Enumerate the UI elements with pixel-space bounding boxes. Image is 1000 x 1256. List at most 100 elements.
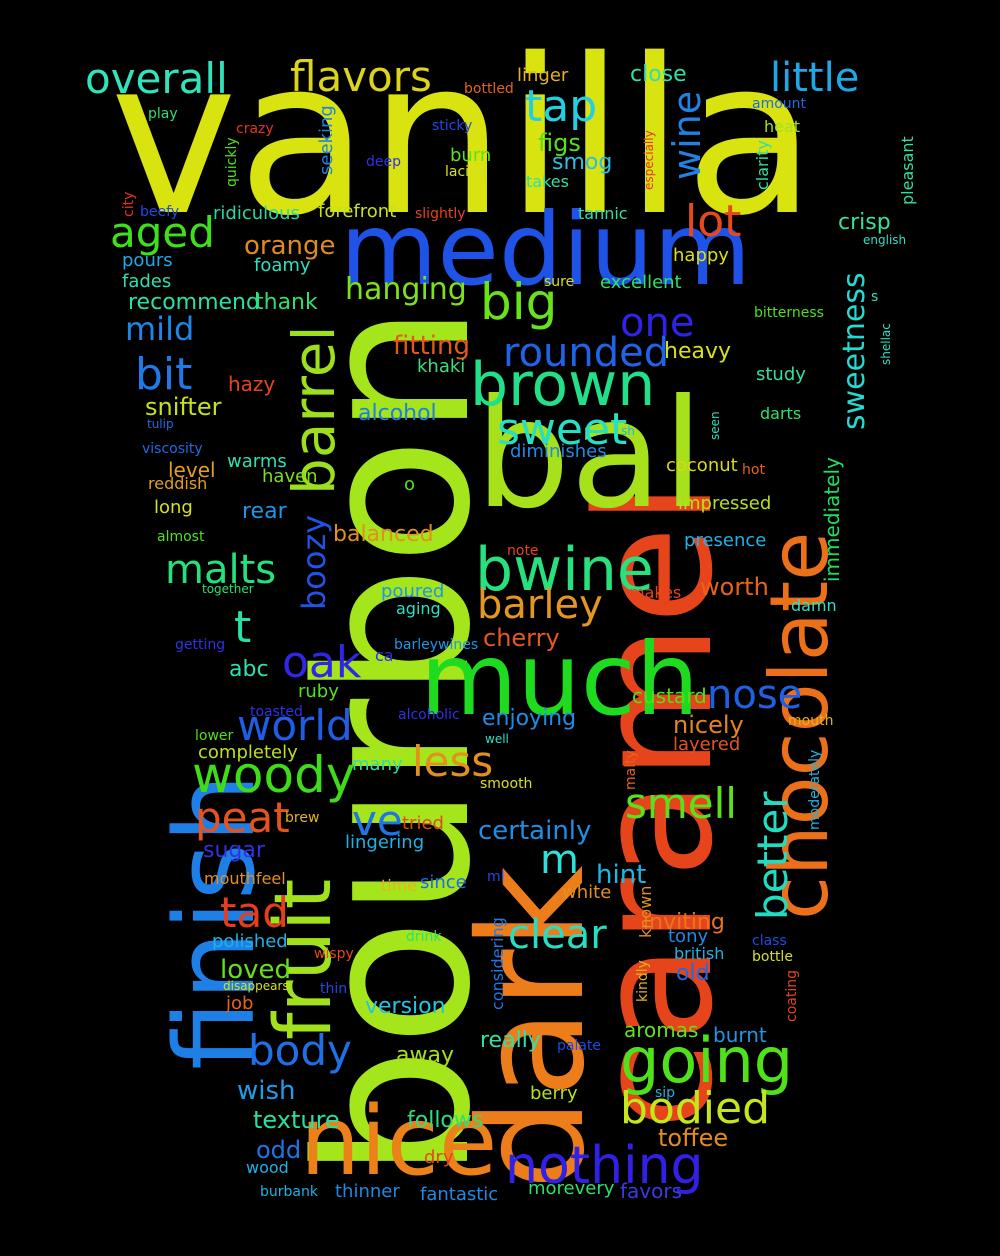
word-tried: tried	[402, 813, 444, 834]
word-polished: polished	[212, 931, 288, 952]
word-tad: tad	[220, 888, 289, 937]
word-mouthfeel: mouthfeel	[204, 869, 286, 888]
word-play: play	[148, 106, 178, 122]
word-burbank: burbank	[260, 1184, 318, 1200]
word-happy: happy	[673, 245, 729, 266]
word-morevery: morevery	[528, 1178, 615, 1199]
word-barleywines: barleywines	[394, 637, 479, 653]
word-study: study	[756, 364, 806, 385]
word-since: since	[420, 872, 467, 893]
word-palate: palate	[557, 1038, 602, 1054]
word-crazy: crazy	[236, 121, 274, 137]
word-brown: brown	[470, 350, 656, 420]
word-less: less	[412, 737, 494, 786]
word-british: british	[674, 944, 725, 963]
word-clear: clear	[508, 912, 607, 958]
word-enjoying: enjoying	[482, 706, 577, 731]
word-wood: wood	[246, 1158, 289, 1177]
word-lacing: lacing	[445, 164, 487, 180]
word-hint: hint	[596, 860, 647, 890]
word-version: version	[365, 994, 446, 1019]
word-lingering: lingering	[345, 832, 425, 853]
word-hot: hot	[742, 462, 765, 478]
word-sip: sip	[655, 1085, 676, 1101]
word-takes: takes	[526, 172, 569, 191]
word-hazy: hazy	[228, 372, 276, 396]
word-aging: aging	[396, 599, 441, 618]
word-pours: pours	[122, 250, 173, 271]
word-aged: aged	[110, 208, 215, 257]
word-white: white	[562, 882, 612, 903]
word-english: english	[863, 233, 907, 247]
word-known: known	[636, 885, 655, 938]
word-sure: sure	[544, 274, 575, 290]
word-rounded: rounded	[503, 330, 670, 376]
word-toffee: toffee	[658, 1124, 729, 1152]
word-seen: seen	[708, 411, 722, 440]
word-wine: wine	[665, 90, 709, 180]
word-fantastic: fantastic	[420, 1184, 499, 1205]
word-sh: sh	[621, 424, 635, 438]
word-burnt: burnt	[713, 1023, 767, 1047]
word-malts: malts	[165, 547, 277, 593]
word-many: many	[352, 754, 403, 775]
word-medium: medium	[340, 191, 751, 308]
word-forefront: forefront	[318, 201, 397, 222]
word-woody: woody	[192, 746, 356, 804]
word-diminishes: diminishes	[510, 441, 607, 462]
word-tony: tony	[668, 926, 709, 947]
word-getting: getting	[175, 637, 226, 653]
word-impressed: impressed	[678, 493, 772, 514]
word-excellent: excellent	[600, 272, 682, 293]
word-crisp: crisp	[838, 210, 891, 235]
word-warms: warms	[227, 451, 287, 472]
word-sugar: sugar	[203, 838, 265, 863]
word-nicely: nicely	[673, 711, 744, 739]
word-job: job	[226, 993, 254, 1014]
word-especially: especially	[642, 130, 656, 190]
word-dry: dry	[424, 1147, 454, 1168]
word-viscosity: viscosity	[142, 441, 203, 457]
word-amount: amount	[752, 96, 807, 112]
word-ca: ca	[375, 646, 394, 665]
word-mild: mild	[125, 310, 195, 348]
word-smooth: smooth	[480, 776, 533, 792]
word-thinner: thinner	[335, 1181, 400, 1202]
word-khaki: khaki	[417, 356, 466, 377]
word-favors: favors	[620, 1179, 683, 1203]
word-level: level	[168, 458, 216, 482]
word-bottle: bottle	[752, 949, 793, 965]
word-coconut: coconut	[666, 455, 738, 476]
word-malty: malty	[623, 750, 639, 790]
word-burn: burn	[450, 145, 492, 166]
word-damn: damn	[791, 596, 837, 615]
word-follows: follows	[407, 1108, 484, 1133]
word-oak: oak	[282, 637, 362, 688]
word-wish: wish	[237, 1076, 296, 1106]
word-figs: figs	[538, 129, 581, 157]
word-ruby: ruby	[298, 681, 339, 702]
word-beefy: beefy	[140, 204, 180, 220]
word-nothing: nothing	[505, 1136, 704, 1196]
word-worth: worth	[700, 573, 769, 601]
word-well: well	[485, 732, 509, 746]
word-nose: nose	[707, 672, 803, 718]
word-quickly: quickly	[224, 137, 240, 187]
word-smell: smell	[625, 779, 737, 828]
word-nice: nice	[300, 1087, 498, 1197]
word-class: class	[752, 933, 787, 949]
word-immediately: immediately	[820, 457, 844, 582]
word-alcohol: alcohol	[358, 401, 437, 426]
word-sweetness: sweetness	[837, 272, 872, 430]
word-flavors: flavors	[290, 52, 432, 101]
word-ridiculous: ridiculous	[213, 203, 300, 224]
word-overall: overall	[85, 54, 228, 103]
word-drink: drink	[406, 929, 442, 945]
word-reddish: reddish	[148, 474, 208, 493]
word-alcoholic: alcoholic	[398, 707, 460, 723]
word-certainly: certainly	[478, 816, 592, 846]
word-mouth: mouth	[788, 713, 834, 729]
word-fitting: fitting	[393, 331, 470, 361]
word-bwine: bwine	[475, 535, 654, 605]
